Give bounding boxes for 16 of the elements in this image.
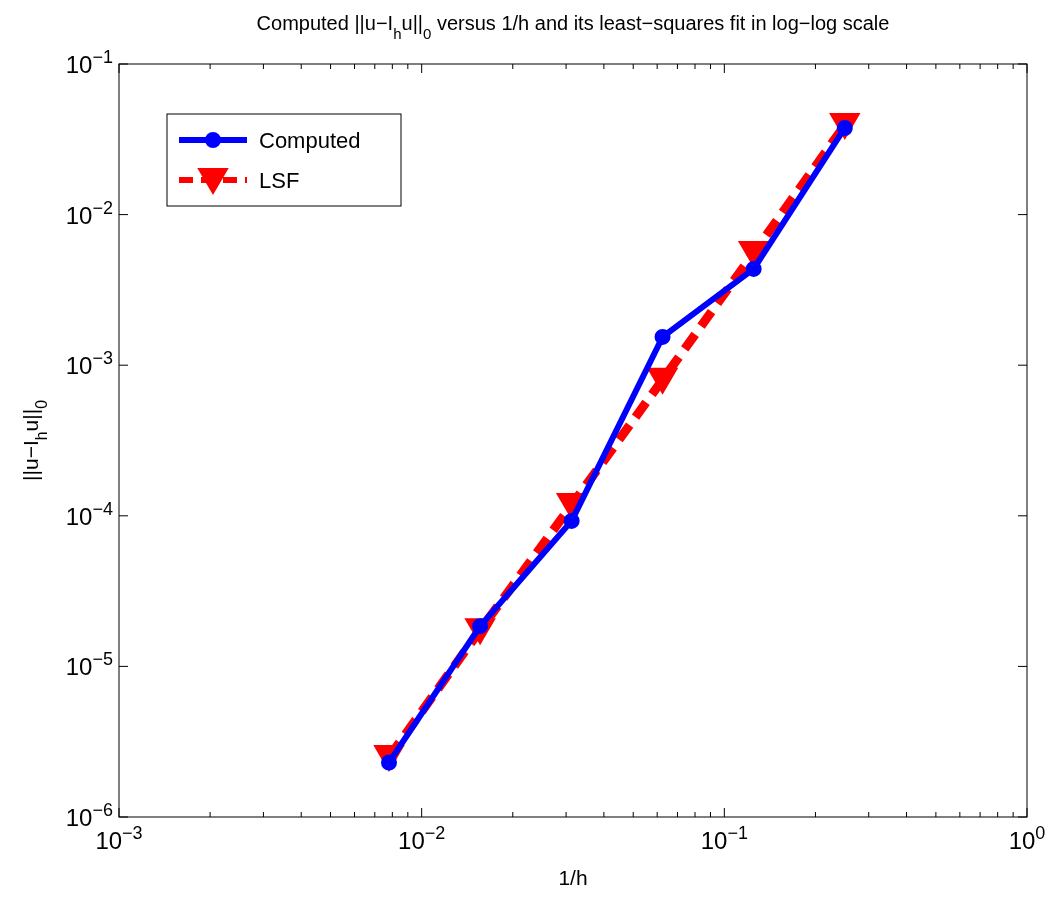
point xyxy=(654,328,671,345)
x-tick-label: 10$^{−1}$ xyxy=(700,823,748,854)
y-tick-label: 10$^{−5}$ xyxy=(65,649,113,681)
y-tick-label: 10$^{−4}$ xyxy=(65,498,113,530)
x-axis-title: 1/h xyxy=(558,866,588,889)
point xyxy=(745,260,762,277)
x-tick-label: 10$^{0}$ xyxy=(1008,823,1046,854)
x-tick-label: 10$^{−2}$ xyxy=(398,823,446,854)
y-tick-label: 10$^{−3}$ xyxy=(65,348,113,380)
y-tick-label: 10$^{−2}$ xyxy=(65,197,113,229)
legend-label: LSF xyxy=(259,168,300,193)
point xyxy=(563,512,580,529)
point xyxy=(647,367,678,394)
legend-label: Computed xyxy=(259,128,361,153)
chart-title: Computed ||u−I$_{h}$u||$_{0}$ versus 1/h and its least−squares fit in log−log scale xyxy=(256,12,890,42)
y-tick-label: 10$^{−1}$ xyxy=(65,47,113,78)
